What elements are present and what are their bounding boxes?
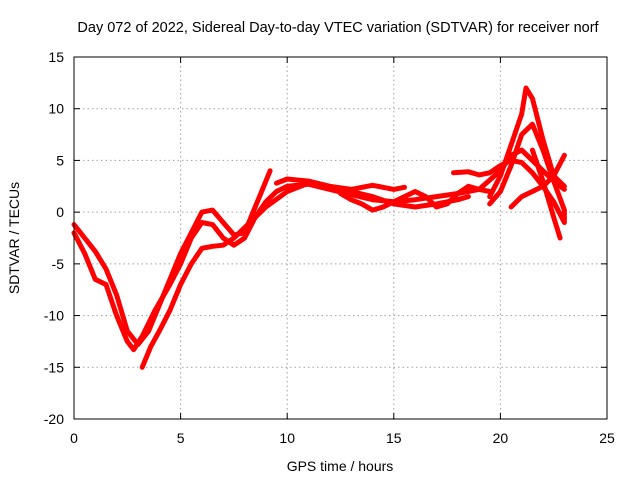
series-track-4 [274, 176, 407, 192]
series-track-9 [508, 152, 567, 210]
series-track-10 [529, 147, 563, 241]
y-axis: -20 -15 -10 -5 0 5 10 15 [44, 49, 607, 427]
y-tick-label: 10 [48, 101, 64, 117]
x-tick-label: 20 [493, 430, 509, 446]
x-tick-label: 15 [386, 430, 402, 446]
series-track-1 [71, 168, 273, 347]
x-tick-label: 10 [279, 430, 295, 446]
x-tick-label: 0 [70, 430, 78, 446]
y-axis-label: SDTVAR / TECUs [6, 182, 22, 294]
y-tick-label: -15 [44, 359, 64, 375]
data-series [71, 85, 567, 370]
y-tick-label: -5 [52, 256, 65, 272]
y-tick-label: -10 [44, 308, 64, 324]
y-tick-label: -20 [44, 411, 64, 427]
chart-title: Day 072 of 2022, Sidereal Day-to-day VTE… [77, 20, 599, 36]
series-track-3 [139, 180, 471, 370]
x-tick-label: 25 [599, 430, 615, 446]
series-track-2 [71, 147, 567, 353]
y-tick-label: 15 [48, 49, 64, 65]
x-axis-label: GPS time / hours [287, 458, 394, 474]
grid [74, 57, 607, 419]
y-tick-label: 0 [56, 204, 64, 220]
y-tick-label: 5 [56, 152, 64, 168]
series-track-8 [487, 121, 567, 223]
plot-frame [73, 56, 608, 420]
x-axis: 0 5 10 15 20 25 [70, 57, 615, 446]
series-track-5 [338, 183, 493, 213]
x-tick-label: 5 [177, 430, 185, 446]
